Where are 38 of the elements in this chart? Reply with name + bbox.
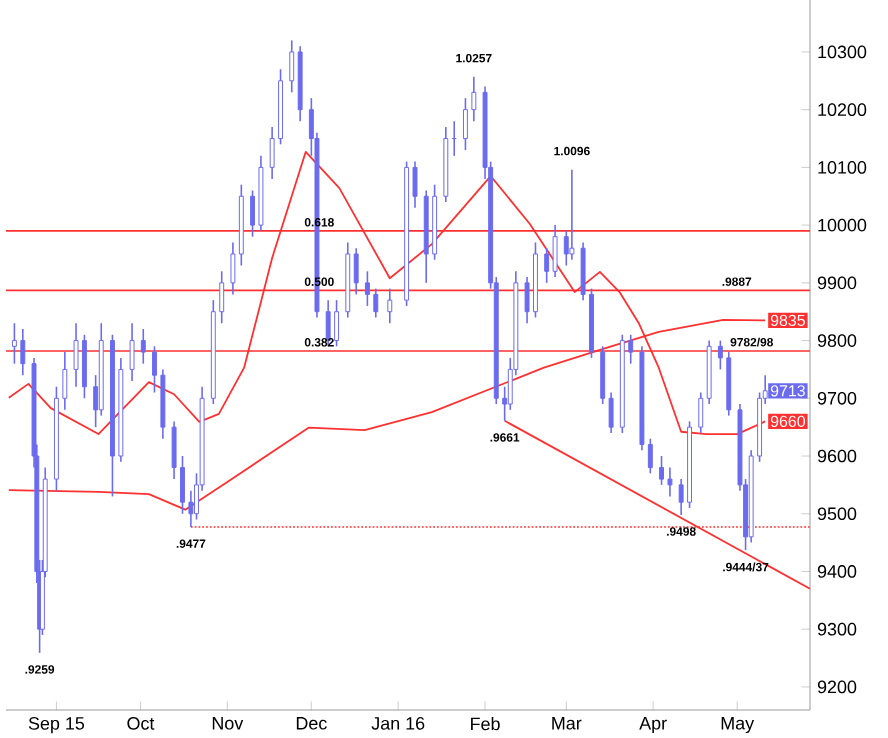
candlestick xyxy=(364,270,370,307)
candlestick xyxy=(667,466,673,498)
y-tick-label: 9600 xyxy=(817,449,857,463)
candlestick xyxy=(462,97,468,151)
candlestick xyxy=(569,168,575,261)
candlestick xyxy=(387,287,393,325)
x-tick-label: Apr xyxy=(639,717,667,734)
candlestick xyxy=(140,328,146,365)
candlestick xyxy=(552,224,558,278)
candlestick xyxy=(698,391,704,434)
candlestick xyxy=(334,299,340,348)
x-tick-label: May xyxy=(721,717,755,734)
candlestick xyxy=(11,322,17,365)
y-tick-label: 9200 xyxy=(817,680,857,694)
candlestick xyxy=(73,322,79,388)
y-tick-label: 9400 xyxy=(817,565,857,578)
candlestick xyxy=(81,333,87,400)
x-tick-label: Mar xyxy=(552,717,582,730)
y-tick-label: 9300 xyxy=(817,622,857,636)
x-tick-label: Nov xyxy=(212,717,244,730)
y-tick-label: 9800 xyxy=(817,334,857,347)
y-tick-label: 9900 xyxy=(817,276,857,290)
x-tick-label: Feb xyxy=(471,717,500,731)
y-tick-label: 10100 xyxy=(818,161,867,174)
candlestick xyxy=(373,287,379,319)
candlestick xyxy=(20,328,26,376)
candlestick xyxy=(353,247,359,296)
y-tick-label: 10000 xyxy=(818,218,867,232)
y-tick-label: 9700 xyxy=(817,391,857,405)
x-tick-label: Dec xyxy=(296,717,327,730)
y-tick-label: 10200 xyxy=(818,103,867,117)
candlestick xyxy=(129,322,135,382)
x-tick-label: Sep 15 xyxy=(28,717,85,734)
y-tick-label: 9500 xyxy=(817,507,857,521)
y-tick-label: 10300 xyxy=(818,45,867,59)
candlestick xyxy=(289,39,295,94)
x-tick-label: Oct xyxy=(127,717,155,730)
x-tick-label: Jan 16 xyxy=(371,717,425,730)
